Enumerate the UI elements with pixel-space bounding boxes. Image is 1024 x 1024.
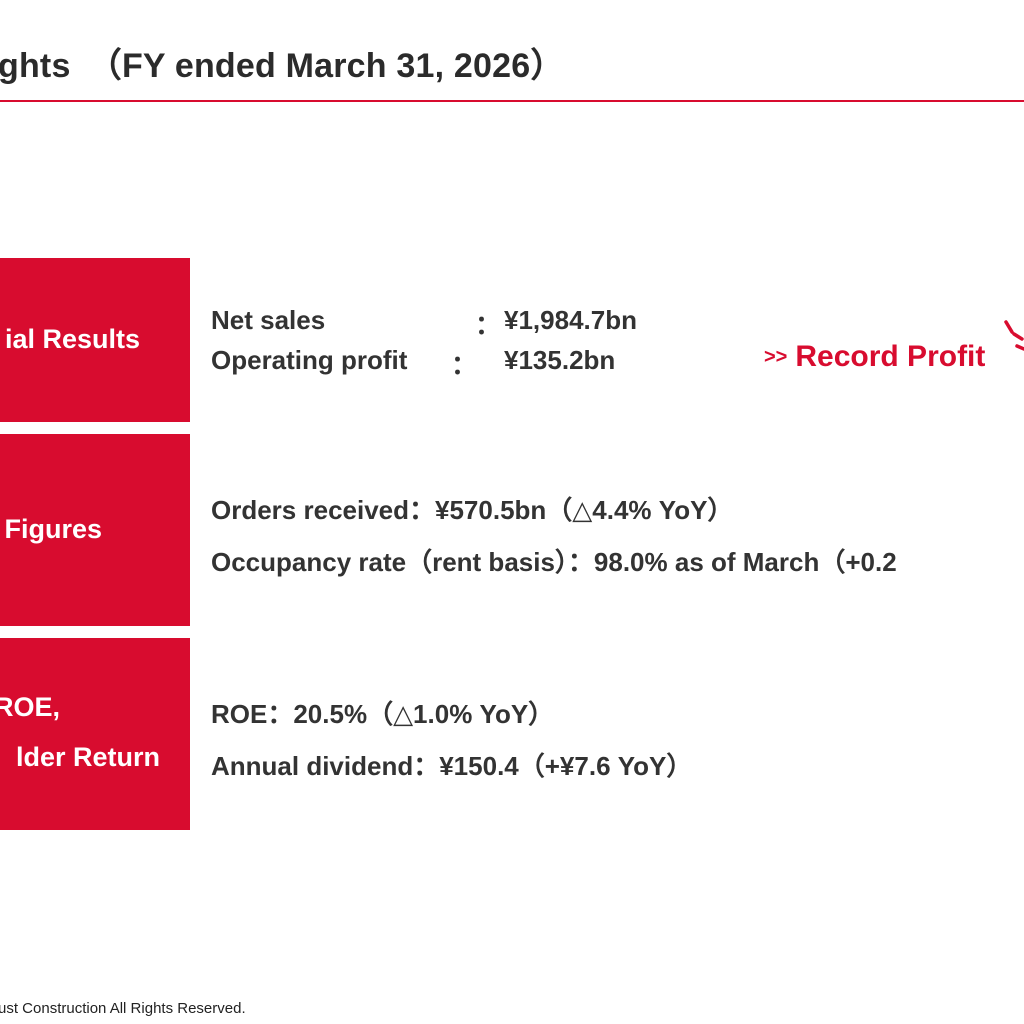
title-divider: [0, 100, 1024, 102]
callout-text: Record Profit: [795, 340, 986, 373]
net-sales-label: Net sales: [211, 305, 326, 335]
financial-results-metrics: Net sales ： ¥1,984.7bn Operating profit …: [211, 305, 731, 395]
occupancy-rate-line: Occupancy rate（rent basis）：98.0% as of M…: [211, 547, 897, 577]
record-profit-callout: >> Record Profit: [764, 340, 985, 374]
page-title: ghts （FY ended March 31, 2026）: [0, 47, 565, 85]
operating-profit-value: ¥135.2bn: [504, 345, 616, 375]
roe-shareholder-return-label: ROE, lder Return: [0, 638, 190, 830]
burst-lines-icon: [1004, 320, 1024, 351]
shareholder-return-label-text: lder Return: [15, 742, 160, 772]
callout-arrows: >>: [764, 346, 788, 368]
net-sales-row: Net sales ： ¥1,984.7bn: [211, 305, 731, 340]
financial-results-label-text: ial Results: [4, 324, 140, 354]
roe-label-text: ROE,: [0, 692, 60, 722]
roe-line: ROE：20.5%（△1.0% YoY）: [211, 699, 555, 729]
operating-profit-colon: ：: [451, 350, 478, 380]
financial-results-label: ial Results: [0, 258, 190, 422]
net-sales-colon: ：: [475, 310, 502, 340]
operating-profit-label: Operating profit: [211, 345, 408, 375]
annual-dividend-line: Annual dividend：¥150.4（+¥7.6 YoY）: [211, 751, 693, 781]
operating-profit-row: Operating profit ： ¥135.2bn: [211, 345, 731, 380]
net-sales-value: ¥1,984.7bn: [504, 305, 637, 335]
key-figures-label-text: Figures: [4, 514, 102, 544]
orders-received-line: Orders received：¥570.5bn（△4.4% YoY）: [211, 495, 734, 525]
copyright-footer: ust Construction All Rights Reserved.: [0, 1000, 246, 1017]
key-figures-label: Figures: [0, 434, 190, 626]
